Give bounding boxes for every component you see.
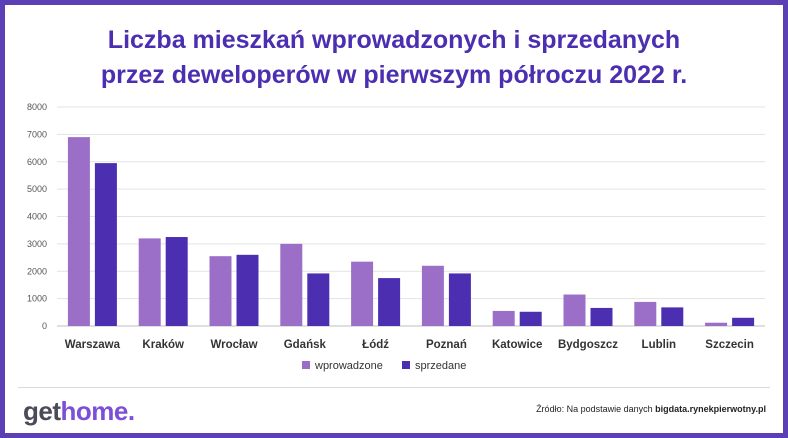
bar-sprzedane [307,273,330,326]
y-tick-label: 1000 [27,294,47,304]
bar-wprowadzone [67,137,90,326]
source-link-text: bigdata.rynekpierwotny.pl [655,404,766,414]
source-prefix: Źródło: Na podstawie danych [536,404,656,414]
y-tick-label: 2000 [27,266,47,276]
bar-wprowadzone [351,261,374,326]
x-tick-label: Katowice [492,339,543,351]
bar-wprowadzone [280,243,303,326]
bar-sprzedane [236,254,259,326]
y-tick-label: 4000 [27,212,47,222]
source-note: Źródło: Na podstawie danych bigdata.ryne… [536,404,766,414]
y-tick-label: 5000 [27,184,47,194]
y-tick-label: 7000 [27,129,47,139]
bar-sprzedane [448,273,471,326]
x-tick-label: Gdańsk [284,339,327,351]
bar-wprowadzone [705,322,728,326]
x-tick-label: Szczecin [705,339,754,351]
gethome-logo: gethome. [23,395,135,427]
x-tick-label: Warszawa [65,339,121,351]
bar-wprowadzone [492,310,515,326]
y-tick-label: 3000 [27,239,47,249]
x-tick-label: Bydgoszcz [558,339,618,351]
bar-sprzedane [165,237,188,326]
logo-text-get: get [23,396,61,426]
legend-label-sprzedane: sprzedane [415,360,466,372]
bar-wprowadzone [209,256,232,326]
bar-sprzedane [661,307,684,326]
chart-title-line-2: przez deweloperów w pierwszym półroczu 2… [100,61,688,89]
x-tick-label: Poznań [426,339,467,351]
bar-sprzedane [590,307,613,326]
bar-sprzedane [378,278,401,326]
bar-sprzedane [519,311,542,326]
bar-wprowadzone [421,265,444,326]
legend-swatch-wprowadzone [302,361,310,369]
legend-swatch-sprzedane [402,361,410,369]
y-tick-label: 0 [42,321,47,331]
bar-wprowadzone [138,238,161,326]
chart-title-line-1: Liczba mieszkań wprowadzonych i sprzedan… [107,26,681,54]
bar-wprowadzone [563,294,586,326]
x-tick-label: Łódź [362,339,389,351]
y-tick-label: 6000 [27,157,47,167]
y-tick-label: 8000 [27,102,47,112]
bar-sprzedane [732,317,755,326]
x-tick-label: Wrocław [210,339,257,351]
legend-label-wprowadzone: wprowadzone [314,360,383,372]
chart-frame: Liczba mieszkań wprowadzonych i sprzedan… [5,5,783,433]
logo-text-home: home. [60,396,136,426]
footer-divider [18,387,770,388]
x-tick-label: Kraków [142,339,184,351]
bar-wprowadzone [634,301,657,326]
bar-chart: 0 1000 2000 3000 4000 5000 6000 7000 8000 Warszaw… [27,102,765,372]
bar-sprzedane [94,163,117,326]
chart-title: Liczba mieszkań wprowadzonych i sprzedan… [5,23,783,93]
x-tick-label: Lublin [642,339,677,351]
